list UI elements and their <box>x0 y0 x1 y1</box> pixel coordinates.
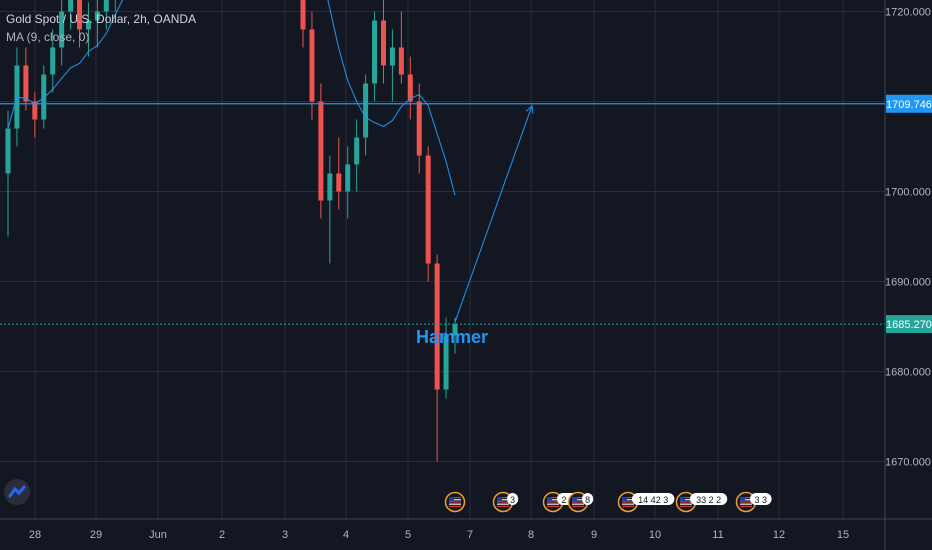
us-flag-event-icon[interactable]: 8 <box>567 491 594 513</box>
candle <box>363 74 369 156</box>
candle <box>327 155 333 264</box>
svg-text:2 3: 2 3 <box>562 495 575 505</box>
x-tick-label: 15 <box>837 529 849 541</box>
ma-line <box>7 0 456 196</box>
us-flag-event-icon[interactable]: 3 3 <box>735 491 772 513</box>
svg-text:33 2 2: 33 2 2 <box>696 495 721 505</box>
x-tick-label: 11 <box>712 529 723 541</box>
y-tick-label: 1680.000 <box>885 367 931 379</box>
candle <box>452 317 458 354</box>
us-flag-event-icon[interactable] <box>444 491 466 513</box>
candle <box>68 0 74 30</box>
symbol-title: Gold Spot / U.S. Dollar, 2h, OANDA <box>6 12 197 26</box>
us-flag-event-icon[interactable]: 14 42 3 <box>617 491 675 513</box>
x-tick-label: 4 <box>343 529 349 541</box>
candle <box>41 65 47 129</box>
y-tick-label: 1700.000 <box>885 187 931 199</box>
candle <box>398 11 404 84</box>
candle <box>372 11 378 102</box>
candle <box>23 47 29 111</box>
x-tick-label: 10 <box>649 529 661 541</box>
x-tick-label: 7 <box>467 529 473 541</box>
x-tick-label: 9 <box>591 529 597 541</box>
tradingview-logo-icon[interactable] <box>4 479 30 505</box>
candle <box>345 146 351 219</box>
candle <box>425 146 431 282</box>
candles <box>5 0 458 462</box>
y-tick-label: 1720.000 <box>885 7 931 19</box>
indicator-legend: MA (9, close, 0) <box>6 30 90 44</box>
us-flag-event-icon[interactable]: 33 2 2 <box>675 491 728 513</box>
x-tick-label: 2 <box>219 529 225 541</box>
candle <box>85 2 91 57</box>
price-axis[interactable]: 1670.0001680.0001690.0001700.0001710.000… <box>885 0 932 469</box>
candle <box>114 0 116 12</box>
x-tick-label: 12 <box>773 529 785 541</box>
candle <box>94 0 100 48</box>
price-levels <box>0 103 885 325</box>
candle <box>336 137 342 210</box>
candle <box>318 83 324 219</box>
x-tick-label: 5 <box>405 529 411 541</box>
candle <box>354 119 360 192</box>
candle <box>300 0 306 48</box>
candle <box>32 92 38 138</box>
us-flag-event-icon[interactable]: 3 <box>492 491 519 513</box>
x-tick-label: 28 <box>29 529 41 541</box>
svg-text:1709.746: 1709.746 <box>886 99 932 111</box>
x-tick-label: Jun <box>149 529 167 541</box>
svg-text:3 3: 3 3 <box>755 495 768 505</box>
candle <box>434 254 440 462</box>
svg-text:14 42 3: 14 42 3 <box>638 495 668 505</box>
candle <box>103 0 109 30</box>
y-tick-label: 1690.000 <box>885 277 931 289</box>
last-price-label: 1685.270 <box>886 315 932 334</box>
svg-text:1685.270: 1685.270 <box>886 319 932 331</box>
projection-arrow <box>454 104 534 323</box>
candle <box>380 0 386 84</box>
candle <box>416 83 422 174</box>
x-tick-label: 29 <box>90 529 102 541</box>
candle <box>50 29 56 93</box>
resistance-price-label: 1709.746 <box>886 94 932 113</box>
candle <box>407 56 413 120</box>
x-tick-label: 3 <box>282 529 288 541</box>
candle <box>77 0 83 48</box>
hammer-label: Hammer <box>416 327 488 347</box>
y-tick-label: 1670.000 <box>885 457 931 469</box>
economic-events: 3 2 3 8 14 42 3 33 2 2 3 3 <box>444 491 772 513</box>
candle <box>309 11 315 120</box>
svg-text:3: 3 <box>510 495 515 505</box>
candle <box>5 110 11 237</box>
candle <box>443 317 449 399</box>
candle <box>59 0 65 66</box>
svg-text:8: 8 <box>585 495 590 505</box>
time-axis[interactable]: 28 29 Jun 2 3 4 5 7 8 9 10 11 12 15 <box>29 529 849 541</box>
candle <box>389 29 395 102</box>
x-tick-label: 8 <box>528 529 534 541</box>
